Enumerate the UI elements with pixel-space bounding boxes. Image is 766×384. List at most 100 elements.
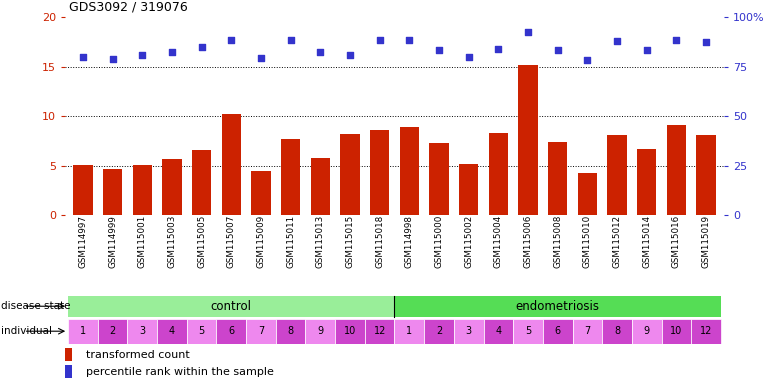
Bar <box>65 365 72 379</box>
Point <box>522 29 534 35</box>
Text: control: control <box>211 300 252 313</box>
Point <box>493 46 505 52</box>
Text: 1: 1 <box>406 326 412 336</box>
Text: GSM115019: GSM115019 <box>702 215 711 268</box>
Text: 5: 5 <box>198 326 205 336</box>
Bar <box>365 319 394 344</box>
Text: 6: 6 <box>555 326 561 336</box>
Text: 8: 8 <box>287 326 293 336</box>
Point <box>552 47 564 53</box>
Bar <box>133 165 152 215</box>
Bar <box>340 134 359 215</box>
Point <box>463 54 475 60</box>
Bar <box>68 296 394 317</box>
Bar <box>98 319 127 344</box>
Bar <box>578 172 597 215</box>
Text: GSM115008: GSM115008 <box>553 215 562 268</box>
Text: 4: 4 <box>169 326 175 336</box>
Text: 8: 8 <box>614 326 620 336</box>
Text: 5: 5 <box>525 326 531 336</box>
Bar <box>543 319 572 344</box>
Bar <box>394 296 721 317</box>
Point <box>403 37 415 43</box>
Text: transformed count: transformed count <box>86 349 190 359</box>
Text: 2: 2 <box>110 326 116 336</box>
Text: 3: 3 <box>466 326 472 336</box>
Bar <box>127 319 157 344</box>
Point <box>314 49 326 55</box>
Bar <box>74 165 93 215</box>
Point <box>284 37 296 43</box>
Point <box>255 55 267 61</box>
Bar <box>666 125 686 215</box>
Text: GSM115012: GSM115012 <box>613 215 621 268</box>
Bar <box>157 319 187 344</box>
Bar <box>489 133 508 215</box>
Bar <box>187 319 217 344</box>
Text: 10: 10 <box>344 326 356 336</box>
Text: GSM115018: GSM115018 <box>375 215 385 268</box>
Text: GSM115014: GSM115014 <box>642 215 651 268</box>
Bar <box>513 319 543 344</box>
Bar <box>696 135 715 215</box>
Bar <box>336 319 365 344</box>
Bar <box>192 150 211 215</box>
Bar <box>400 127 419 215</box>
Bar <box>602 319 632 344</box>
Point <box>581 57 594 63</box>
Bar <box>607 135 627 215</box>
Bar <box>548 142 568 215</box>
Bar <box>691 319 721 344</box>
Point <box>195 44 208 50</box>
Bar <box>483 319 513 344</box>
Text: GSM115011: GSM115011 <box>286 215 295 268</box>
Bar <box>394 319 424 344</box>
Text: 9: 9 <box>317 326 323 336</box>
Bar <box>276 319 306 344</box>
Text: GSM115015: GSM115015 <box>345 215 355 268</box>
Text: GSM115006: GSM115006 <box>523 215 532 268</box>
Text: 1: 1 <box>80 326 86 336</box>
Text: 7: 7 <box>584 326 591 336</box>
Bar <box>632 319 662 344</box>
Bar <box>370 130 389 215</box>
Bar <box>306 319 336 344</box>
Text: 4: 4 <box>496 326 502 336</box>
Bar <box>162 159 182 215</box>
Bar <box>221 114 241 215</box>
Text: GSM115007: GSM115007 <box>227 215 236 268</box>
Bar <box>246 319 276 344</box>
Bar <box>637 149 656 215</box>
Bar <box>65 348 72 361</box>
Text: 7: 7 <box>258 326 264 336</box>
Text: GSM115003: GSM115003 <box>168 215 176 268</box>
Point <box>611 38 624 44</box>
Point <box>700 39 712 45</box>
Bar <box>572 319 602 344</box>
Bar <box>662 319 691 344</box>
Bar <box>459 164 478 215</box>
Point <box>106 56 119 62</box>
Text: GSM115001: GSM115001 <box>138 215 147 268</box>
Bar <box>519 65 538 215</box>
Text: percentile rank within the sample: percentile rank within the sample <box>86 367 274 377</box>
Point <box>640 47 653 53</box>
Bar <box>103 169 123 215</box>
Text: 3: 3 <box>139 326 146 336</box>
Text: 12: 12 <box>700 326 712 336</box>
Point <box>374 37 386 43</box>
Text: GSM115000: GSM115000 <box>434 215 444 268</box>
Text: GSM115002: GSM115002 <box>464 215 473 268</box>
Text: GSM115013: GSM115013 <box>316 215 325 268</box>
Bar <box>251 170 270 215</box>
Point <box>433 47 445 53</box>
Text: GSM115016: GSM115016 <box>672 215 681 268</box>
Text: 10: 10 <box>670 326 683 336</box>
Text: 12: 12 <box>374 326 386 336</box>
Text: GSM115004: GSM115004 <box>494 215 502 268</box>
Text: individual: individual <box>1 326 52 336</box>
Text: GSM114998: GSM114998 <box>404 215 414 268</box>
Bar <box>453 319 483 344</box>
Point <box>136 52 149 58</box>
Point <box>225 37 237 43</box>
